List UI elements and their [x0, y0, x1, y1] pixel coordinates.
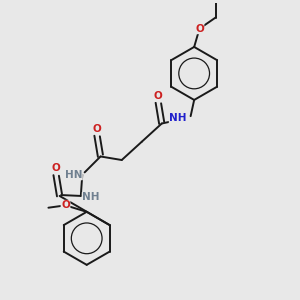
- Text: NH: NH: [169, 113, 187, 123]
- Text: HN: HN: [65, 170, 82, 180]
- Text: O: O: [52, 163, 60, 173]
- Text: O: O: [93, 124, 101, 134]
- Text: O: O: [61, 200, 70, 210]
- Text: NH: NH: [82, 192, 100, 203]
- Text: O: O: [195, 24, 204, 34]
- Text: O: O: [154, 92, 163, 101]
